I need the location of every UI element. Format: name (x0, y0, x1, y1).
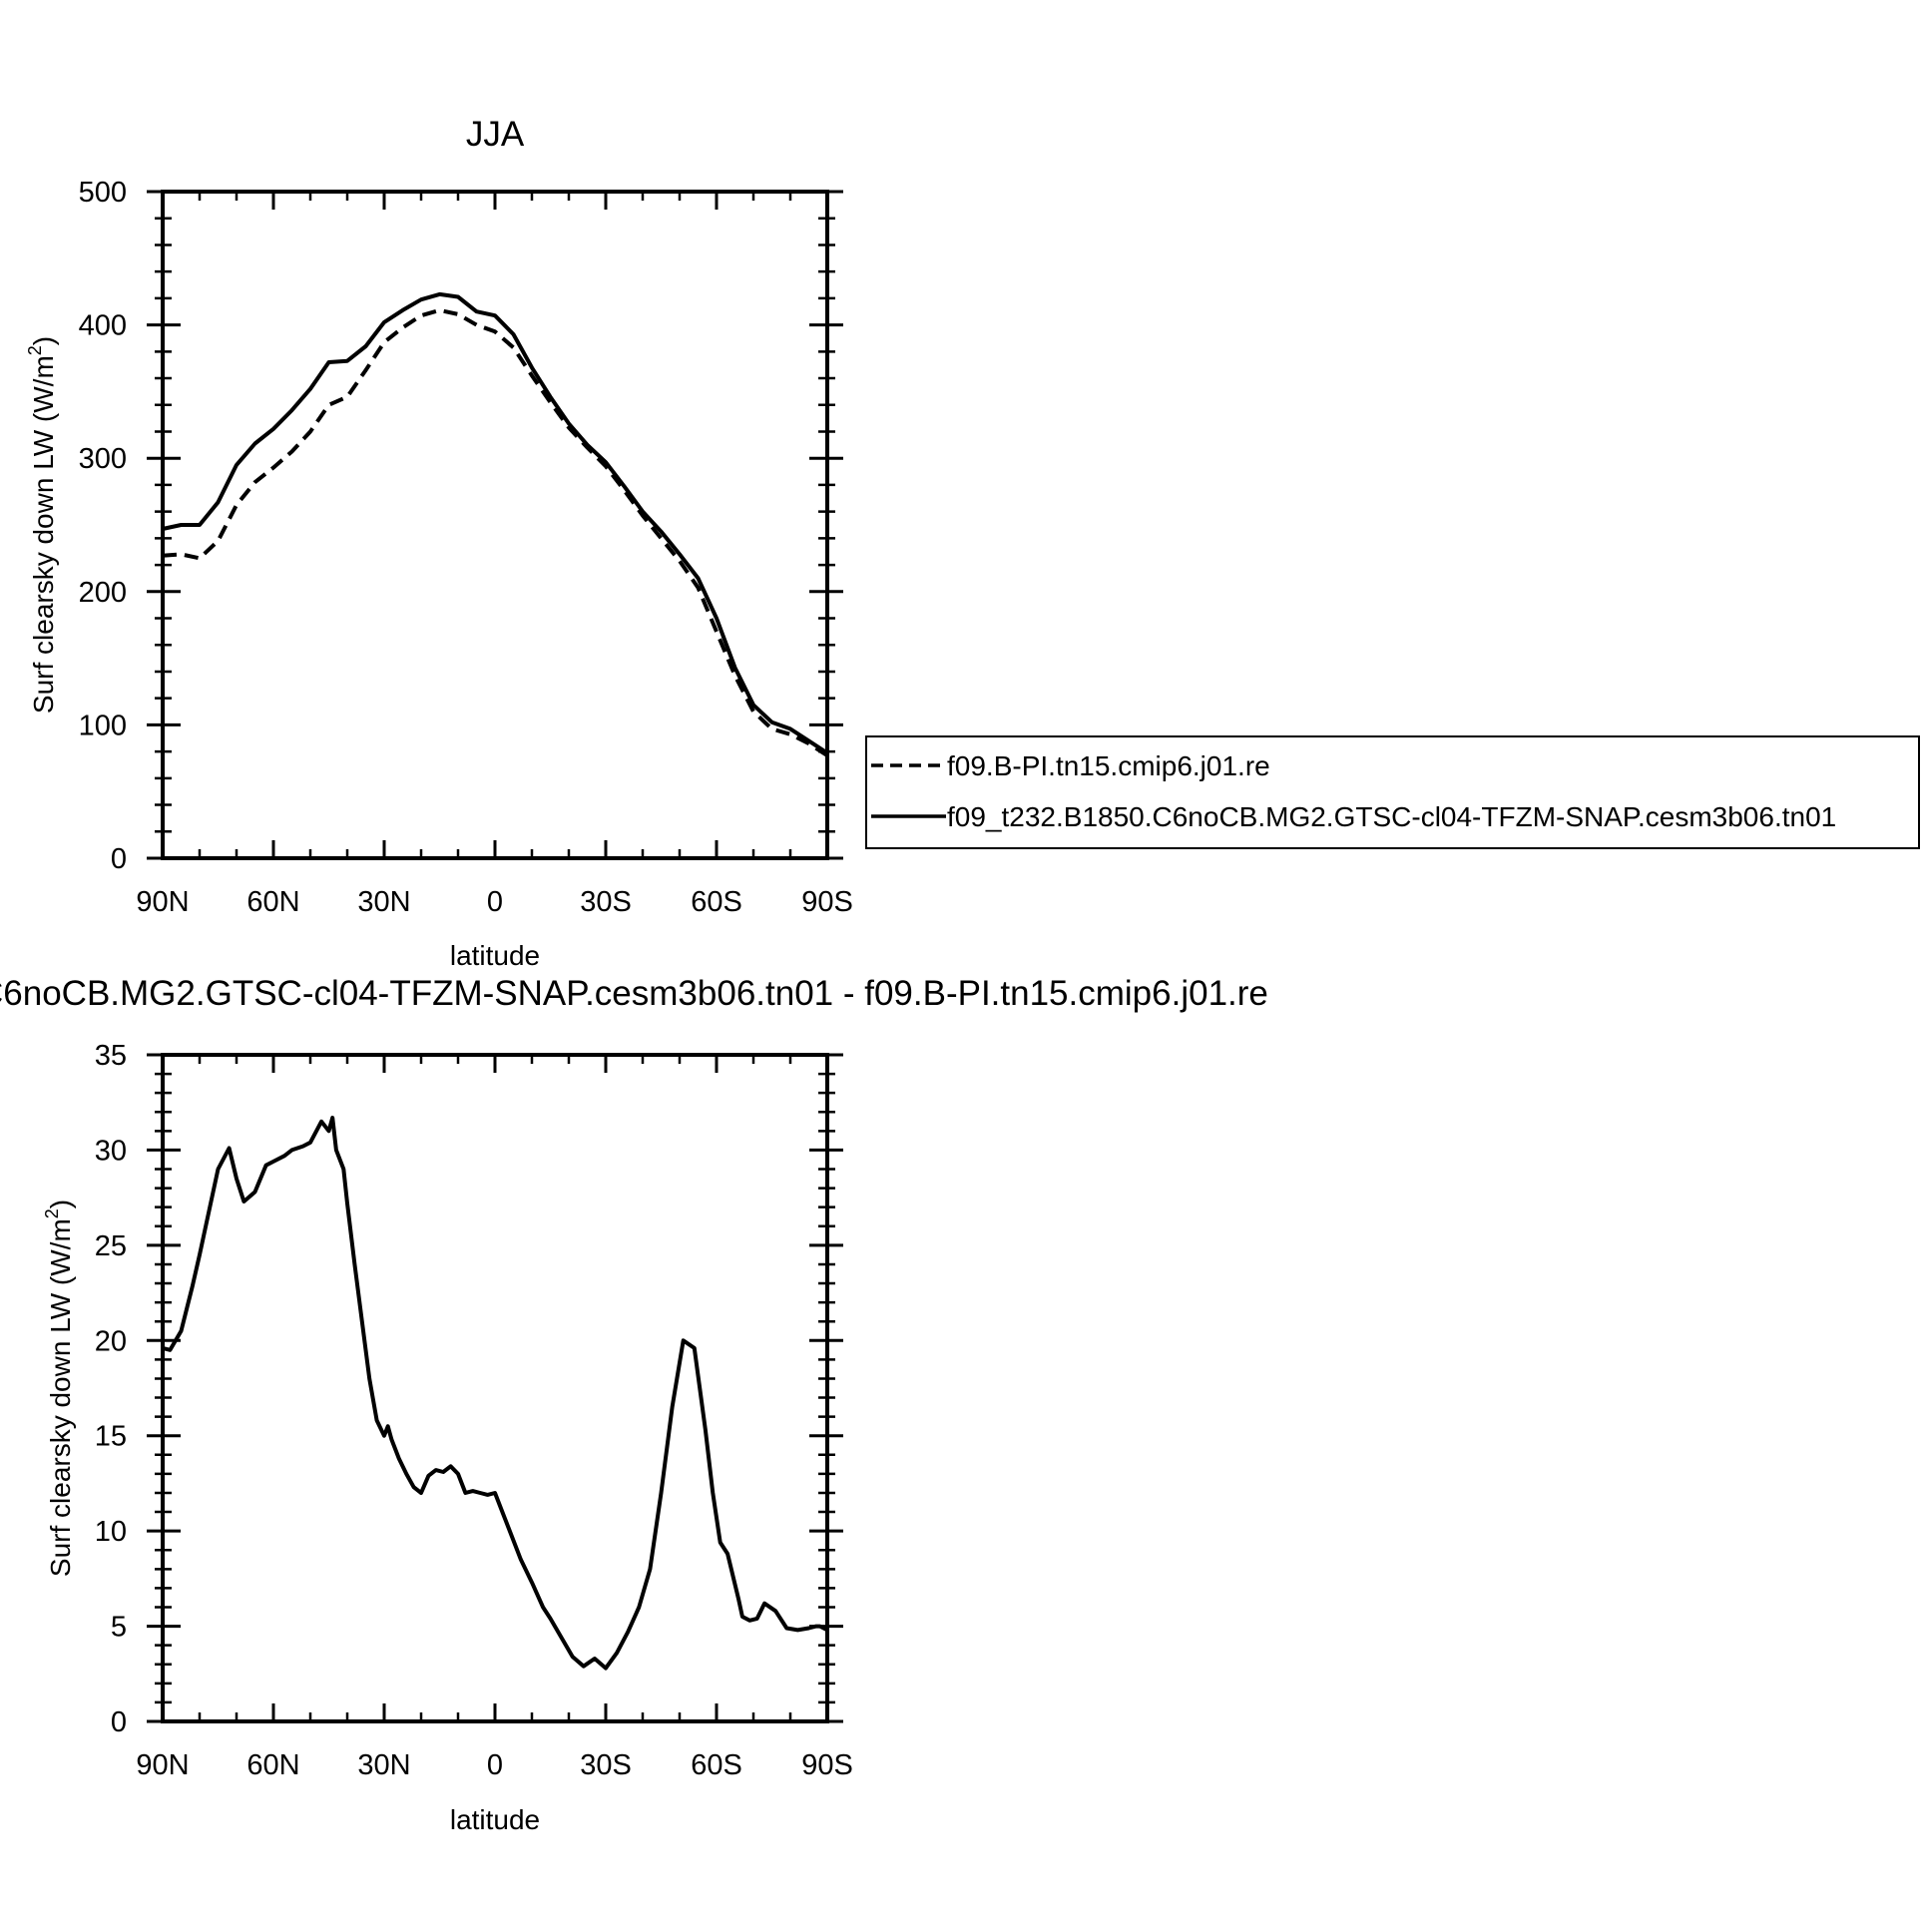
bottom-ytick-label: 35 (95, 1040, 127, 1072)
top-ytick-label: 200 (79, 577, 127, 609)
bottom-xtick-label: 0 (487, 1749, 503, 1781)
top-xtick-label: 30N (357, 886, 410, 918)
top-ytick-label: 100 (79, 710, 127, 741)
bottom-plot: f09_t232.B1850.C6noCB.MG2.GTSC-cl04-TFZM… (0, 974, 1268, 1835)
bottom-ytick-label: 10 (95, 1516, 127, 1548)
bottom-ytick-label: 0 (111, 1706, 127, 1738)
top-ytick-label: 400 (79, 310, 127, 342)
bottom-xtick-label: 60N (246, 1749, 299, 1781)
bottom-ytick-label: 25 (95, 1230, 127, 1262)
top-plot-frame (161, 190, 829, 860)
top-x-axis-title: latitude (450, 940, 540, 971)
legend: f09.B-PI.tn15.cmip6.j01.re f09_t232.B185… (865, 735, 1920, 849)
bottom-y-axis-title: Surf clearsky down LW (W/m2) (42, 1200, 76, 1577)
top-series-line-dashed (162, 307, 829, 757)
top-ytick-label: 500 (79, 177, 127, 209)
top-xtick-label: 0 (487, 886, 503, 918)
bottom-xtick-label: 60S (691, 1749, 742, 1781)
top-xtick-label: 60N (246, 886, 299, 918)
bottom-ytick-label: 20 (95, 1325, 127, 1357)
legend-label-pi: f09.B-PI.tn15.cmip6.j01.re (947, 750, 1270, 781)
bottom-plot-frame (161, 1053, 829, 1723)
top-series-line-solid (162, 291, 829, 755)
bottom-x-axis: 90N 60N 30N 0 30S 60S 90S (136, 1055, 853, 1781)
bottom-x-axis-title: latitude (450, 1804, 540, 1835)
top-ytick-label: 300 (79, 443, 127, 475)
bottom-ytick-label: 30 (95, 1135, 127, 1167)
bottom-ytick-label: 5 (111, 1612, 127, 1644)
top-y-axis-title: Surf clearsky down LW (W/m2) (25, 336, 59, 714)
bottom-ytick-label: 15 (95, 1421, 127, 1453)
legend-box (865, 735, 1920, 849)
top-plot: JJA 90N 60N 30N 0 30S 60S 90S 0 100 200 300 400 500… (25, 115, 853, 971)
top-x-axis: 90N 60N 30N 0 30S 60S 90S (136, 192, 853, 918)
bottom-xtick-label: 30S (580, 1749, 632, 1781)
bottom-plot-title: f09_t232.B1850.C6noCB.MG2.GTSC-cl04-TFZM… (0, 974, 1268, 1013)
bottom-xtick-label: 90N (136, 1749, 189, 1781)
top-xtick-label: 90S (801, 886, 853, 918)
bottom-series-line-solid (162, 1116, 828, 1671)
top-ytick-label: 0 (111, 843, 127, 875)
legend-label-cesm3: f09_t232.B1850.C6noCB.MG2.GTSC-cl04-TFZM… (947, 801, 1836, 832)
top-xtick-label: 90N (136, 886, 189, 918)
bottom-xtick-label: 30N (357, 1749, 410, 1781)
bottom-y-axis: 0 5 10 15 20 25 30 35 (95, 1040, 843, 1738)
top-xtick-label: 30S (580, 886, 632, 918)
bottom-xtick-label: 90S (801, 1749, 853, 1781)
top-xtick-label: 60S (691, 886, 742, 918)
top-plot-title: JJA (466, 115, 525, 154)
